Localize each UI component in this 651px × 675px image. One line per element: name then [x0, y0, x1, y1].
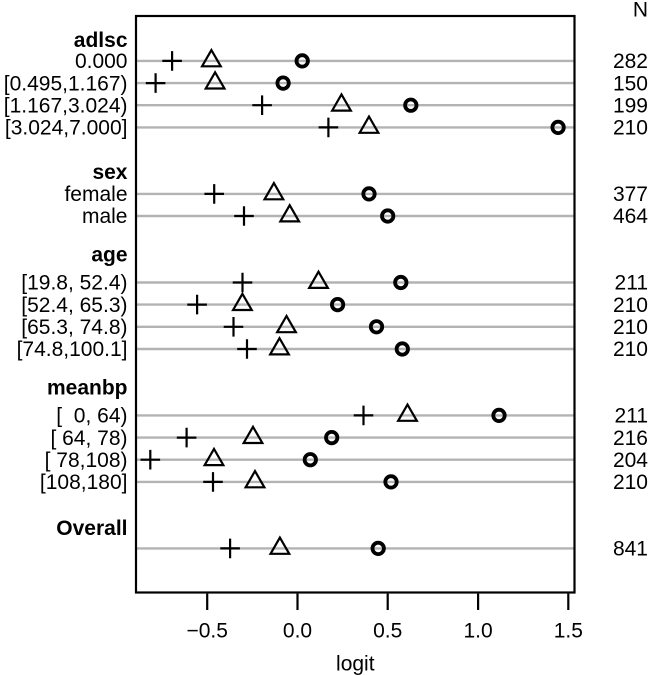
svg-text:Overall: Overall [56, 517, 127, 540]
svg-text:male: male [82, 205, 128, 228]
svg-text:[65.3, 74.8): [65.3, 74.8) [21, 316, 127, 339]
svg-text:−0.5: −0.5 [186, 619, 227, 642]
svg-text:female: female [64, 183, 127, 206]
svg-text:N: N [633, 0, 648, 22]
svg-text:282: 282 [613, 50, 648, 73]
svg-text:meanbp: meanbp [47, 377, 128, 400]
svg-text:216: 216 [613, 427, 648, 450]
svg-text:[52.4, 65.3): [52.4, 65.3) [21, 294, 127, 317]
svg-text:logit: logit [336, 652, 375, 675]
svg-text:841: 841 [613, 538, 648, 561]
svg-text:[0.495,1.167): [0.495,1.167) [4, 72, 128, 95]
svg-text:150: 150 [613, 72, 648, 95]
svg-text:sex: sex [92, 161, 127, 184]
svg-text:1.0: 1.0 [463, 619, 492, 642]
svg-text:199: 199 [613, 94, 648, 117]
svg-text:377: 377 [613, 183, 648, 206]
svg-text:[ 0, 64): [ 0, 64) [56, 405, 127, 428]
svg-text:age: age [91, 244, 127, 267]
svg-text:[ 78,108): [ 78,108) [45, 449, 128, 472]
svg-text:204: 204 [613, 449, 648, 472]
svg-text:211: 211 [615, 272, 648, 295]
svg-text:[1.167,3.024): [1.167,3.024) [4, 94, 128, 117]
svg-text:210: 210 [613, 294, 648, 317]
svg-text:464: 464 [613, 205, 648, 228]
svg-text:0.0: 0.0 [283, 619, 312, 642]
svg-text:211: 211 [615, 405, 648, 428]
svg-text:0.5: 0.5 [373, 619, 402, 642]
svg-text:[108,180]: [108,180] [40, 471, 128, 494]
svg-text:1.5: 1.5 [554, 619, 583, 642]
svg-text:[ 64, 78): [ 64, 78) [50, 427, 127, 450]
svg-text:210: 210 [613, 338, 648, 361]
svg-text:[19.8, 52.4): [19.8, 52.4) [21, 272, 127, 295]
svg-text:210: 210 [613, 471, 648, 494]
svg-text:[74.8,100.1]: [74.8,100.1] [17, 338, 128, 361]
svg-text:210: 210 [613, 117, 648, 140]
svg-text:[3.024,7.000]: [3.024,7.000] [5, 117, 128, 140]
svg-text:adlsc: adlsc [74, 29, 128, 52]
svg-text:210: 210 [613, 316, 648, 339]
svg-text:0.000: 0.000 [75, 50, 128, 73]
